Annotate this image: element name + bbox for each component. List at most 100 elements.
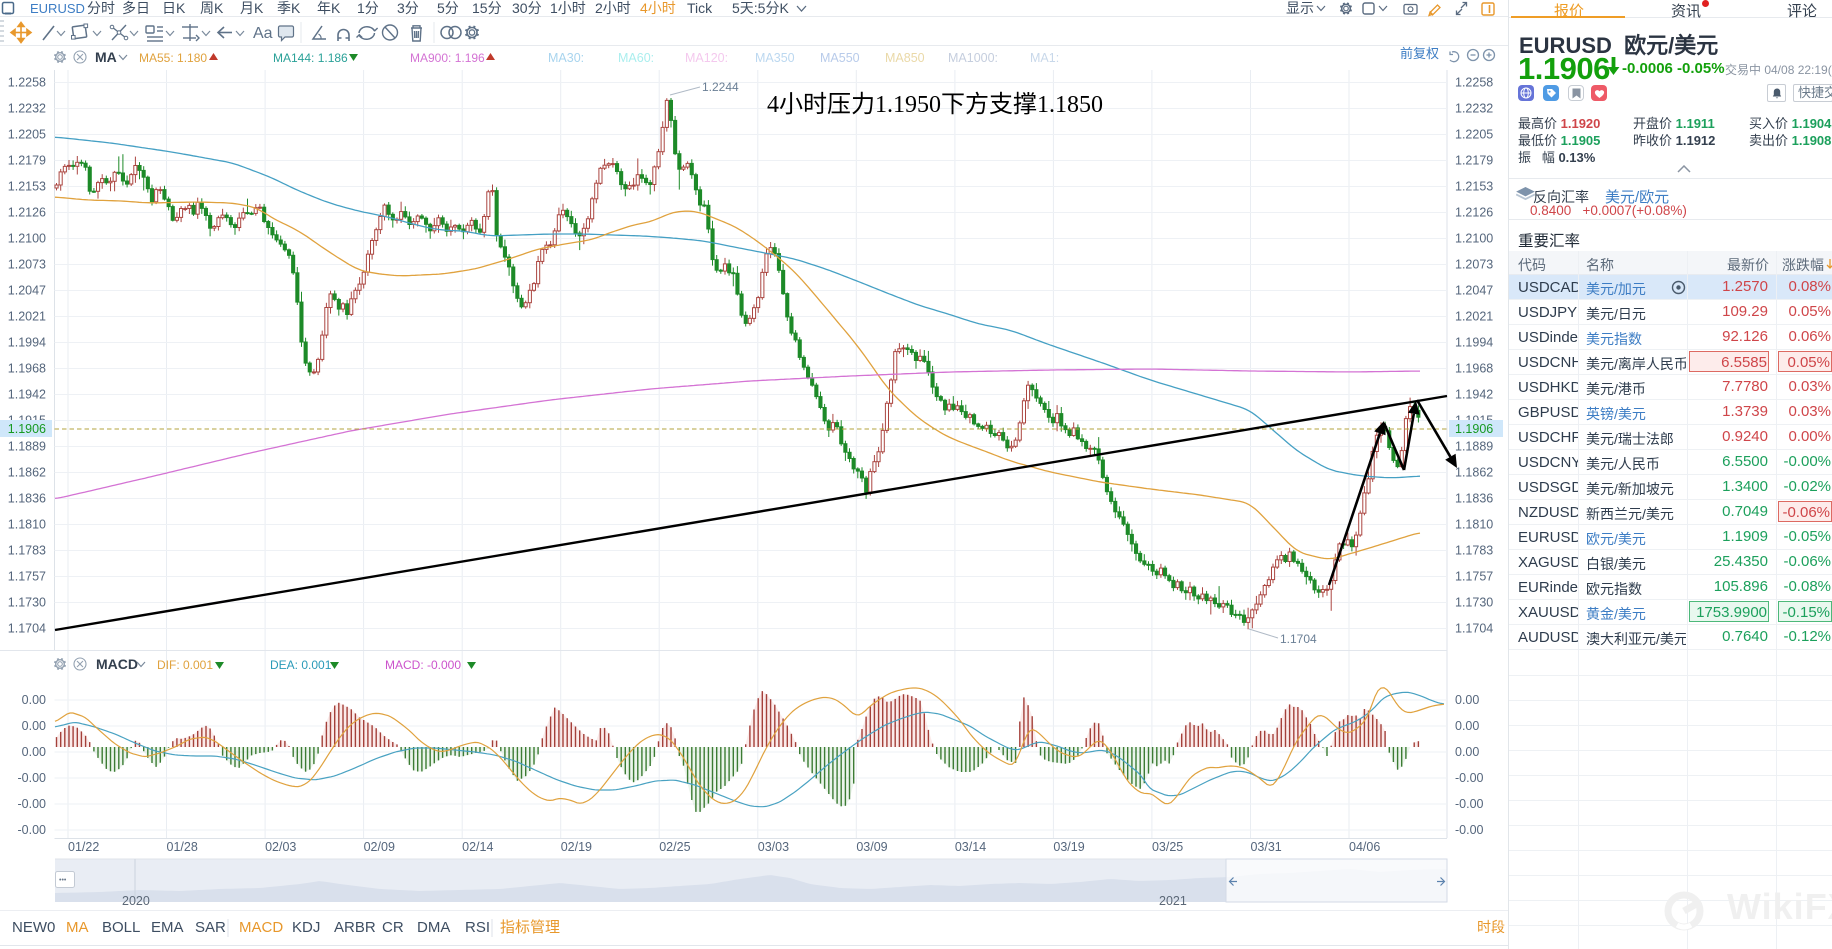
- svg-text:周K: 周K: [200, 0, 224, 16]
- svg-text:1.1968: 1.1968: [8, 362, 46, 376]
- svg-text:03/31: 03/31: [1250, 840, 1281, 854]
- svg-text:•••: •••: [59, 877, 67, 884]
- svg-text:日K: 日K: [162, 0, 186, 16]
- svg-text:MACD: -0.000: MACD: -0.000: [385, 658, 461, 672]
- svg-text:时段: 时段: [1477, 919, 1505, 935]
- svg-text:3分: 3分: [397, 0, 419, 16]
- svg-text:1.1704: 1.1704: [1280, 632, 1317, 646]
- svg-text:MA30:: MA30:: [548, 51, 584, 65]
- svg-text:03/03: 03/03: [758, 840, 789, 854]
- svg-text:0.00: 0.00: [1455, 719, 1479, 733]
- svg-text:1.1783: 1.1783: [8, 544, 46, 558]
- svg-text:1.2205: 1.2205: [8, 128, 46, 142]
- svg-text:DEA: 0.001: DEA: 0.001: [270, 658, 332, 672]
- svg-text:1.1757: 1.1757: [1455, 570, 1493, 584]
- svg-text:MA144: 1.186: MA144: 1.186: [273, 51, 348, 65]
- svg-text:年K: 年K: [317, 0, 341, 16]
- svg-text:15分: 15分: [472, 0, 502, 16]
- svg-text:SAR: SAR: [195, 919, 226, 936]
- svg-text:1.2126: 1.2126: [1455, 206, 1493, 220]
- svg-text:1.1704: 1.1704: [8, 622, 46, 636]
- svg-text:1.1704: 1.1704: [1455, 622, 1493, 636]
- svg-text:1.1994: 1.1994: [1455, 336, 1493, 350]
- svg-text:KDJ: KDJ: [292, 919, 320, 936]
- svg-text:DMA: DMA: [417, 919, 450, 936]
- svg-text:02/19: 02/19: [561, 840, 592, 854]
- svg-text:5天:5分K: 5天:5分K: [732, 0, 789, 16]
- svg-text:-0.00: -0.00: [18, 797, 47, 811]
- svg-text:1.2244: 1.2244: [702, 80, 739, 94]
- svg-text:1.2047: 1.2047: [8, 284, 46, 298]
- svg-text:04/06: 04/06: [1349, 840, 1380, 854]
- svg-text:-0.00: -0.00: [1455, 771, 1484, 785]
- svg-text:1.2232: 1.2232: [1455, 102, 1493, 116]
- svg-text:1.1889: 1.1889: [1455, 440, 1493, 454]
- svg-text:01/28: 01/28: [167, 840, 198, 854]
- svg-text:MA55: 1.180: MA55: 1.180: [139, 51, 207, 65]
- svg-text:1小时: 1小时: [550, 0, 586, 16]
- svg-text:EMA: EMA: [151, 919, 184, 936]
- svg-text:01/22: 01/22: [68, 840, 99, 854]
- svg-text:-0.00: -0.00: [1455, 797, 1484, 811]
- svg-text:1.1968: 1.1968: [1455, 362, 1493, 376]
- svg-text:月K: 月K: [240, 0, 264, 16]
- svg-text:30分: 30分: [512, 0, 542, 16]
- svg-text:4小时压力1.1950下方支撑1.1850: 4小时压力1.1950下方支撑1.1850: [767, 91, 1103, 118]
- svg-text:Aa: Aa: [253, 25, 273, 42]
- svg-text:1.2100: 1.2100: [1455, 232, 1493, 246]
- svg-text:EURUSD: EURUSD: [30, 1, 85, 16]
- svg-text:02/25: 02/25: [659, 840, 690, 854]
- svg-text:1.2021: 1.2021: [1455, 310, 1493, 324]
- svg-text:BOLL: BOLL: [102, 919, 140, 936]
- svg-text:1.1810: 1.1810: [8, 518, 46, 532]
- svg-text:1.2179: 1.2179: [1455, 154, 1493, 168]
- svg-text:1.2021: 1.2021: [8, 310, 46, 324]
- svg-text:MA350: MA350: [755, 51, 795, 65]
- svg-text:1.2153: 1.2153: [1455, 180, 1493, 194]
- svg-text:MA60:: MA60:: [618, 51, 654, 65]
- svg-text:1.1730: 1.1730: [1455, 596, 1493, 610]
- svg-text:-0.00: -0.00: [18, 823, 47, 837]
- svg-text:4小时: 4小时: [640, 0, 676, 16]
- svg-text:1.2258: 1.2258: [8, 76, 46, 90]
- svg-text:1.1862: 1.1862: [1455, 466, 1493, 480]
- svg-text:2小时: 2小时: [595, 0, 631, 16]
- svg-text:1.1862: 1.1862: [8, 466, 46, 480]
- svg-text:0.00: 0.00: [1455, 693, 1479, 707]
- svg-text:2021: 2021: [1159, 894, 1187, 908]
- svg-text:MA: MA: [95, 49, 117, 65]
- svg-text:02/14: 02/14: [462, 840, 493, 854]
- svg-text:MA550: MA550: [820, 51, 860, 65]
- svg-text:03/25: 03/25: [1152, 840, 1183, 854]
- svg-text:MA120:: MA120:: [685, 51, 728, 65]
- svg-text:1.1836: 1.1836: [8, 492, 46, 506]
- svg-text:1.2100: 1.2100: [8, 232, 46, 246]
- svg-text:MA850: MA850: [885, 51, 925, 65]
- svg-text:季K: 季K: [277, 0, 301, 16]
- svg-text:1.2205: 1.2205: [1455, 128, 1493, 142]
- svg-text:1.2073: 1.2073: [8, 258, 46, 272]
- svg-text:指标管理: 指标管理: [500, 919, 560, 936]
- svg-text:1分: 1分: [357, 0, 379, 16]
- svg-text:1.1757: 1.1757: [8, 570, 46, 584]
- svg-text:1.2258: 1.2258: [1455, 76, 1493, 90]
- svg-text:02/09: 02/09: [364, 840, 395, 854]
- svg-text:MA1000:: MA1000:: [948, 51, 998, 65]
- svg-text:MACD: MACD: [239, 919, 283, 936]
- svg-text:MA: MA: [66, 919, 89, 936]
- svg-text:分时: 分时: [87, 0, 115, 16]
- svg-text:0.00: 0.00: [1455, 745, 1479, 759]
- svg-text:1.1889: 1.1889: [8, 440, 46, 454]
- svg-text:显示: 显示: [1286, 0, 1314, 16]
- svg-text:多日: 多日: [122, 0, 150, 16]
- svg-text:03/09: 03/09: [856, 840, 887, 854]
- svg-text:03/14: 03/14: [955, 840, 986, 854]
- svg-text:0.00: 0.00: [22, 693, 46, 707]
- svg-text:-0.00: -0.00: [1455, 823, 1484, 837]
- svg-text:MACD: MACD: [96, 656, 138, 672]
- svg-text:1.2232: 1.2232: [8, 102, 46, 116]
- svg-text:CR: CR: [382, 919, 404, 936]
- svg-text:MA1:: MA1:: [1030, 51, 1059, 65]
- svg-text:1.1836: 1.1836: [1455, 492, 1493, 506]
- svg-text:1.2047: 1.2047: [1455, 284, 1493, 298]
